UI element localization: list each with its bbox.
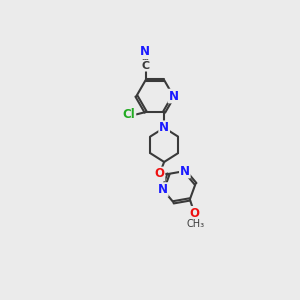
Text: O: O bbox=[154, 167, 164, 181]
Text: N: N bbox=[180, 164, 190, 178]
Text: N: N bbox=[159, 121, 169, 134]
Text: Cl: Cl bbox=[123, 108, 135, 121]
Text: C: C bbox=[142, 61, 150, 71]
Text: CH₃: CH₃ bbox=[187, 219, 205, 229]
Text: N: N bbox=[140, 45, 150, 58]
Text: N: N bbox=[168, 90, 178, 103]
Text: N: N bbox=[158, 183, 168, 196]
Text: O: O bbox=[190, 207, 200, 220]
